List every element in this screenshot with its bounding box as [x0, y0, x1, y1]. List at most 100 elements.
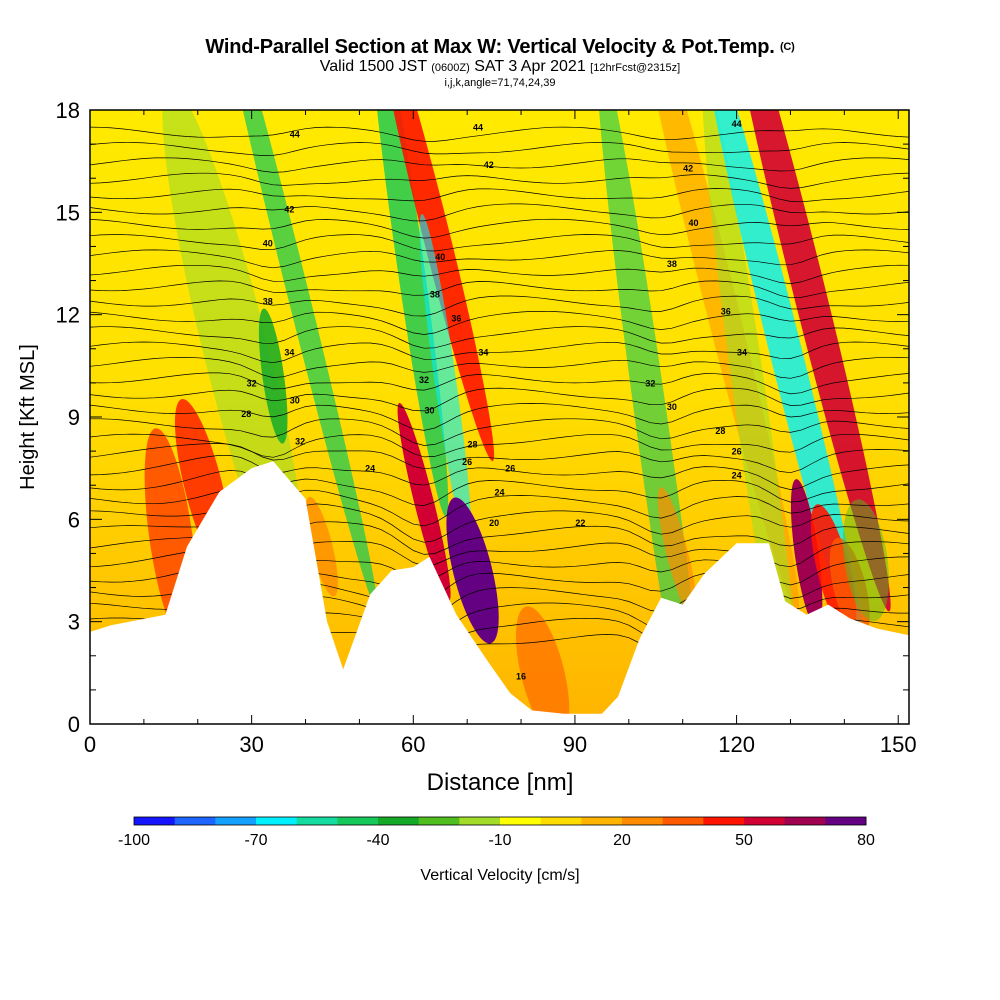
contour-label: 36 — [721, 307, 731, 317]
theta-contour — [90, 126, 909, 142]
theta-contour — [90, 280, 909, 299]
theta-contour — [90, 372, 909, 395]
contour-label: 44 — [732, 119, 742, 129]
theta-contour — [90, 218, 909, 239]
theta-contour — [90, 326, 909, 349]
theta-contour — [90, 356, 909, 379]
colorbar-segment — [622, 817, 664, 825]
contour-label: 34 — [284, 348, 294, 358]
plot-area — [90, 110, 909, 724]
contour-label: 24 — [732, 470, 742, 480]
contour-label: 28 — [715, 426, 725, 436]
theta-contour — [90, 188, 909, 203]
x-tick-label: 60 — [401, 732, 425, 757]
contour-label: 42 — [683, 163, 693, 173]
colorbar-segment — [662, 817, 704, 825]
colorbar-label: Vertical Velocity [cm/s] — [420, 867, 579, 884]
theta-contour — [90, 264, 909, 284]
colorbar-segment — [174, 817, 216, 825]
colorbar-segment — [418, 817, 460, 825]
theta-contour — [90, 172, 909, 189]
colorbar-segment — [256, 817, 298, 825]
velocity-cell — [305, 496, 338, 597]
velocity-cell — [842, 499, 889, 622]
velocity-cell — [446, 497, 499, 644]
contour-label: 44 — [473, 122, 483, 132]
theta-contour — [90, 341, 909, 364]
colorbar-tick-label: -40 — [366, 832, 389, 849]
colorbar-tick-label: -70 — [244, 832, 267, 849]
theta-contour — [90, 455, 909, 490]
contour-label: 32 — [247, 378, 257, 388]
x-tick-label: 30 — [239, 732, 263, 757]
contour-label: 38 — [430, 290, 440, 300]
contour-label: 24 — [365, 464, 375, 474]
x-tick-label: 90 — [563, 732, 587, 757]
contour-label: 42 — [484, 160, 494, 170]
theta-contour — [90, 157, 909, 173]
colorbar-frame — [133, 816, 867, 826]
velocity-cell — [829, 537, 870, 638]
colorbar-segment — [744, 817, 786, 825]
contour-label: 40 — [435, 252, 445, 262]
y-tick-label: 6 — [68, 507, 80, 532]
colorbar-segment — [703, 817, 745, 825]
chart-subtitle: Valid 1500 JST (0600Z) SAT 3 Apr 2021 [1… — [319, 58, 681, 75]
colorbar-segment — [500, 817, 542, 825]
theta-contour — [90, 470, 909, 506]
x-axis-label: Distance [nm] — [427, 769, 574, 796]
chart-title: Wind-Parallel Section at Max W: Vertical… — [205, 36, 795, 58]
theta-contour — [90, 203, 909, 222]
velocity-cell — [515, 606, 570, 724]
colorbar-segment — [784, 817, 826, 825]
theta-contour — [90, 387, 909, 412]
y-tick-label: 9 — [68, 405, 80, 430]
colorbar-segment — [581, 817, 623, 825]
contour-label: 42 — [284, 204, 294, 214]
colorbar-tick-label: 20 — [613, 832, 631, 849]
contour-label: 16 — [516, 672, 526, 682]
contour-label: 22 — [575, 518, 585, 528]
y-tick-label: 12 — [56, 303, 80, 328]
contour-label: 30 — [424, 406, 434, 416]
y-tick-label: 0 — [68, 712, 80, 737]
terrain — [90, 461, 909, 724]
title-mark: (C) — [779, 41, 795, 53]
colorbar-tick-label: -10 — [488, 832, 511, 849]
contour-label: 36 — [451, 313, 461, 323]
x-tick-label: 0 — [84, 732, 96, 757]
contour-label: 32 — [645, 378, 655, 388]
velocity-cell — [722, 110, 891, 612]
contour-label: 28 — [468, 440, 478, 450]
theta-contour — [90, 142, 909, 156]
contour-label: 20 — [489, 518, 499, 528]
colorbar-segment — [378, 817, 420, 825]
contour-label: 26 — [732, 447, 742, 457]
contour-label: 34 — [737, 348, 747, 358]
contour-label: 40 — [263, 238, 273, 248]
contour-label: 26 — [462, 457, 472, 467]
colorbar: -100 -70 -40 -10 20 50 80 — [118, 816, 875, 849]
contour-label: 32 — [419, 375, 429, 385]
colorbar-tick-label: -100 — [118, 832, 150, 849]
colorbar-tick-label: 80 — [857, 832, 875, 849]
velocity-cell — [258, 308, 288, 444]
theta-contour — [90, 234, 909, 252]
chart-subtitle-2: i,j,k,angle=71,74,24,39 — [444, 77, 556, 89]
y-tick-label: 15 — [56, 200, 80, 225]
theta-contours: 44 42 40 44 42 42 44 40 40 38 38 38 36 36 34 34 34 32 32 32… — [90, 119, 909, 682]
colorbar-segment — [296, 817, 338, 825]
contour-label: 32 — [295, 436, 305, 446]
x-tick-label: 120 — [718, 732, 755, 757]
contour-label: 24 — [494, 487, 504, 497]
y-tick-label: 18 — [56, 98, 80, 123]
theta-contour — [90, 418, 909, 446]
contour-label: 30 — [290, 395, 300, 405]
colorbar-tick-label: 50 — [735, 832, 753, 849]
theta-contour — [90, 433, 909, 458]
colorbar-segment — [540, 817, 582, 825]
contour-label: 38 — [667, 259, 677, 269]
velocity-cell — [211, 110, 378, 612]
